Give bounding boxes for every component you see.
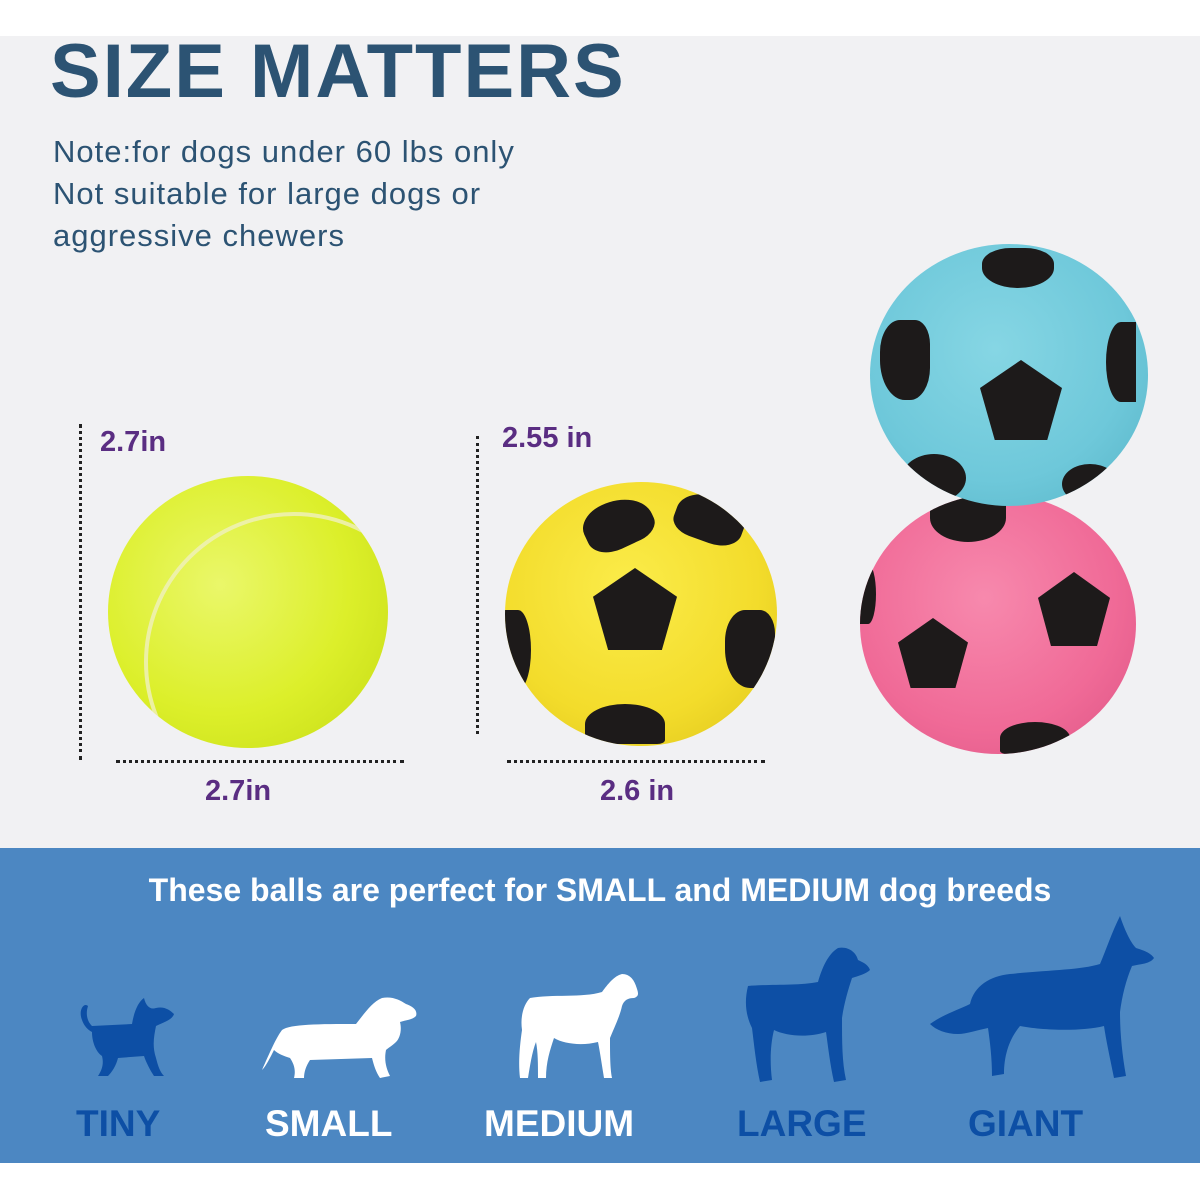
page-title: SIZE MATTERS xyxy=(50,29,626,114)
soccer-height-guide xyxy=(476,436,479,734)
breed-label-small: SMALL xyxy=(265,1103,393,1144)
ball-patch xyxy=(576,487,660,561)
tennis-height-label: 2.7in xyxy=(100,426,167,458)
soccer-height-label: 2.55 in xyxy=(502,422,593,454)
ball-patch xyxy=(1000,722,1070,754)
soccer-width-label: 2.6 in xyxy=(600,775,675,807)
note-line: aggressive chewers xyxy=(53,218,345,253)
ball-patch xyxy=(505,610,531,690)
tiny-dog-icon xyxy=(80,998,174,1076)
breed-label-medium: MEDIUM xyxy=(484,1103,635,1144)
ball-patch xyxy=(1106,322,1136,402)
note-line: Note:for dogs under 60 lbs only xyxy=(53,134,515,169)
note-line: Not suitable for large dogs or xyxy=(53,176,482,211)
pink-soccer-ball-image xyxy=(860,494,1136,754)
rottweiler-icon xyxy=(745,947,870,1082)
usage-note: Note:for dogs under 60 lbs only Not suit… xyxy=(53,131,515,257)
breed-label-giant: GIANT xyxy=(968,1103,1084,1144)
breed-label-tiny: TINY xyxy=(76,1103,161,1144)
shepherd-icon xyxy=(930,916,1154,1078)
tennis-seam xyxy=(144,512,388,748)
soccer-width-guide xyxy=(507,760,765,763)
medium-dog-icon xyxy=(519,974,638,1078)
tennis-height-guide xyxy=(79,424,82,760)
ball-patch xyxy=(980,360,1062,440)
yellow-soccer-ball-image xyxy=(505,482,777,746)
breed-headline: These balls are perfect for SMALL and ME… xyxy=(148,872,1052,908)
ball-patch xyxy=(1062,464,1118,504)
tennis-ball-image xyxy=(108,476,388,748)
breed-label-large: LARGE xyxy=(737,1103,867,1144)
ball-patch xyxy=(982,248,1054,288)
tennis-width-guide xyxy=(116,760,404,763)
tennis-width-label: 2.7in xyxy=(205,775,272,807)
ball-patch xyxy=(1038,572,1110,646)
ball-patch xyxy=(725,610,775,688)
ball-patch xyxy=(902,454,966,502)
breed-size-band: These balls are perfect for SMALL and ME… xyxy=(0,848,1200,1163)
ball-patch xyxy=(593,568,677,650)
ball-patch xyxy=(860,564,876,624)
ball-patch xyxy=(880,320,930,400)
blue-soccer-ball-image xyxy=(870,244,1148,506)
ball-patch xyxy=(585,704,665,744)
top-margin xyxy=(0,0,1200,36)
ball-patch xyxy=(898,618,968,688)
dachshund-icon xyxy=(262,997,417,1078)
